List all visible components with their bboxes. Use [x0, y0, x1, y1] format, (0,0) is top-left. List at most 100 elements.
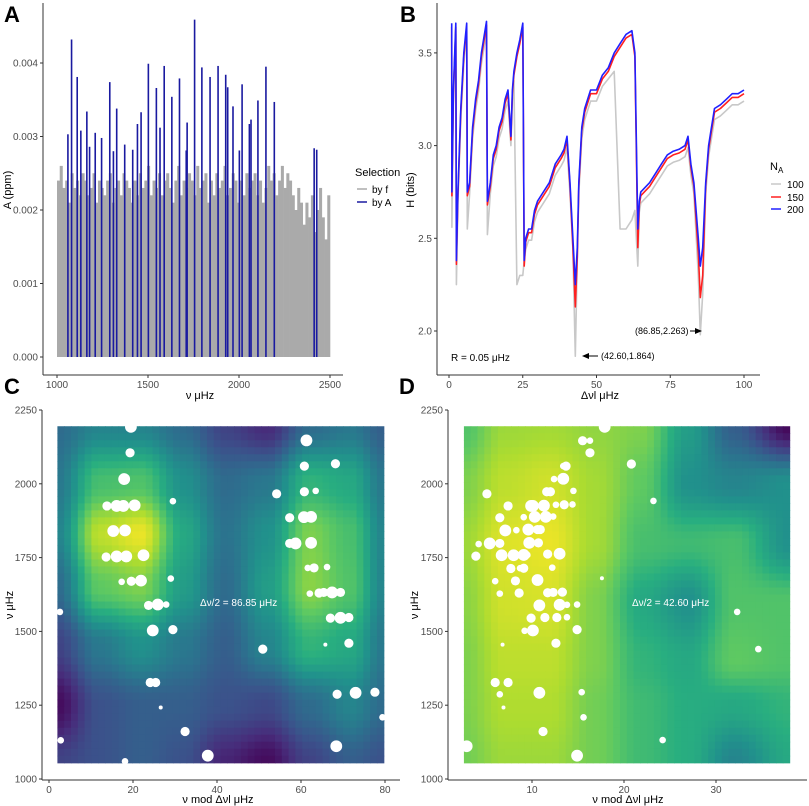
heatmap-cell	[206, 559, 215, 568]
heatmap-cell	[370, 643, 378, 652]
heatmap-cell	[708, 468, 716, 476]
bar-by-f	[73, 187, 77, 357]
heatmap-cell	[667, 622, 675, 631]
heatmap-cell	[227, 608, 235, 617]
heatmap-cell	[660, 692, 669, 701]
heatmap-cell	[545, 468, 553, 476]
heatmap-cell	[376, 748, 385, 757]
heatmap-cell	[748, 601, 757, 610]
heatmap-cell	[349, 594, 358, 603]
heatmap-cell	[315, 685, 324, 694]
heatmap-cell	[322, 531, 330, 540]
heatmap-cell	[64, 524, 72, 532]
heatmap-cell	[64, 475, 72, 483]
heatmap-cell	[322, 482, 330, 490]
heatmap-cell	[762, 664, 770, 673]
heatmap-cell	[640, 496, 648, 504]
mode-point	[120, 550, 133, 563]
heatmap-cell	[782, 573, 791, 582]
heatmap-cell	[755, 692, 764, 701]
heatmap-cell	[681, 622, 689, 631]
heatmap-cell	[57, 482, 65, 490]
mode-point	[495, 513, 505, 523]
heatmap-cell	[572, 636, 580, 645]
heatmap-cell	[281, 440, 290, 448]
heatmap-cell	[166, 650, 174, 659]
heatmap-cell	[268, 503, 276, 511]
heatmap-cell	[776, 608, 784, 617]
heatmap-cell	[579, 699, 587, 708]
heatmap-cell	[742, 650, 750, 659]
heatmap-cell	[674, 650, 682, 659]
mode-point	[146, 624, 159, 637]
heatmap-cell	[660, 685, 669, 694]
heatmap-cell	[342, 657, 351, 666]
heatmap-cell	[518, 475, 526, 483]
heatmap-cell	[159, 468, 167, 476]
heatmap-cell	[755, 608, 764, 617]
heatmap-cell	[687, 636, 696, 645]
heatmap-cell	[268, 538, 276, 547]
heatmap-cell	[295, 671, 303, 680]
heatmap-cell	[71, 426, 79, 434]
heatmap-cell	[118, 727, 126, 736]
heatmap-cell	[660, 566, 669, 575]
heatmap-cell	[91, 748, 99, 757]
heatmap-cell	[268, 657, 276, 666]
heatmap-cell	[592, 650, 601, 659]
heatmap-cell	[769, 426, 777, 434]
heatmap-cell	[599, 496, 607, 504]
heatmap-cell	[592, 482, 601, 490]
heatmap-cell	[370, 468, 378, 476]
heatmap-cell	[166, 685, 174, 694]
heatmap-cell	[518, 692, 526, 701]
heatmap-cell	[322, 678, 330, 687]
heatmap-cell	[518, 685, 526, 694]
heatmap-cell	[613, 496, 621, 504]
heatmap-cell	[694, 622, 702, 631]
heatmap-cell	[511, 706, 519, 715]
heatmap-cell	[762, 748, 770, 757]
heatmap-cell	[714, 671, 723, 680]
heatmap-cell	[728, 433, 736, 441]
heatmap-cell	[579, 496, 587, 504]
heatmap-cell	[687, 503, 696, 511]
heatmap-cell	[200, 692, 208, 701]
heatmap-cell	[336, 538, 344, 547]
heatmap-cell	[470, 482, 479, 490]
heatmap-cell	[349, 433, 358, 441]
heatmap-cell	[762, 531, 770, 540]
heatmap-cell	[660, 531, 669, 540]
heatmap-cell	[762, 706, 770, 715]
heatmap-cell	[200, 720, 208, 729]
heatmap-cell	[687, 587, 696, 596]
heatmap-cell	[342, 510, 351, 518]
heatmap-cell	[708, 482, 716, 490]
heatmap-cell	[206, 706, 215, 715]
heatmap-cell	[91, 685, 99, 694]
heatmap-cell	[376, 741, 385, 750]
heatmap-cell	[748, 678, 757, 687]
heatmap-cell	[288, 447, 296, 455]
heatmap-cell	[227, 489, 235, 497]
heatmap-cell	[111, 426, 120, 434]
heatmap-cell	[558, 559, 567, 568]
heatmap-cell	[572, 650, 580, 659]
heatmap-cell	[681, 440, 689, 448]
heatmap-cell	[71, 538, 79, 547]
heatmap-cell	[111, 587, 120, 596]
heatmap-cell	[694, 531, 702, 540]
heatmap-cell	[511, 699, 519, 708]
heatmap-cell	[613, 748, 621, 757]
heatmap-cell	[193, 433, 201, 441]
heatmap-cell	[782, 433, 791, 441]
heatmap-cell	[477, 755, 485, 764]
heatmap-cell	[281, 517, 290, 525]
heatmap-cell	[370, 545, 378, 554]
heatmap-cell	[152, 468, 160, 476]
heatmap-cell	[179, 454, 188, 462]
heatmap-cell	[599, 741, 607, 750]
x-tick-label: 1000	[46, 380, 69, 391]
heatmap-cell	[484, 678, 492, 687]
heatmap-cell	[152, 699, 160, 708]
